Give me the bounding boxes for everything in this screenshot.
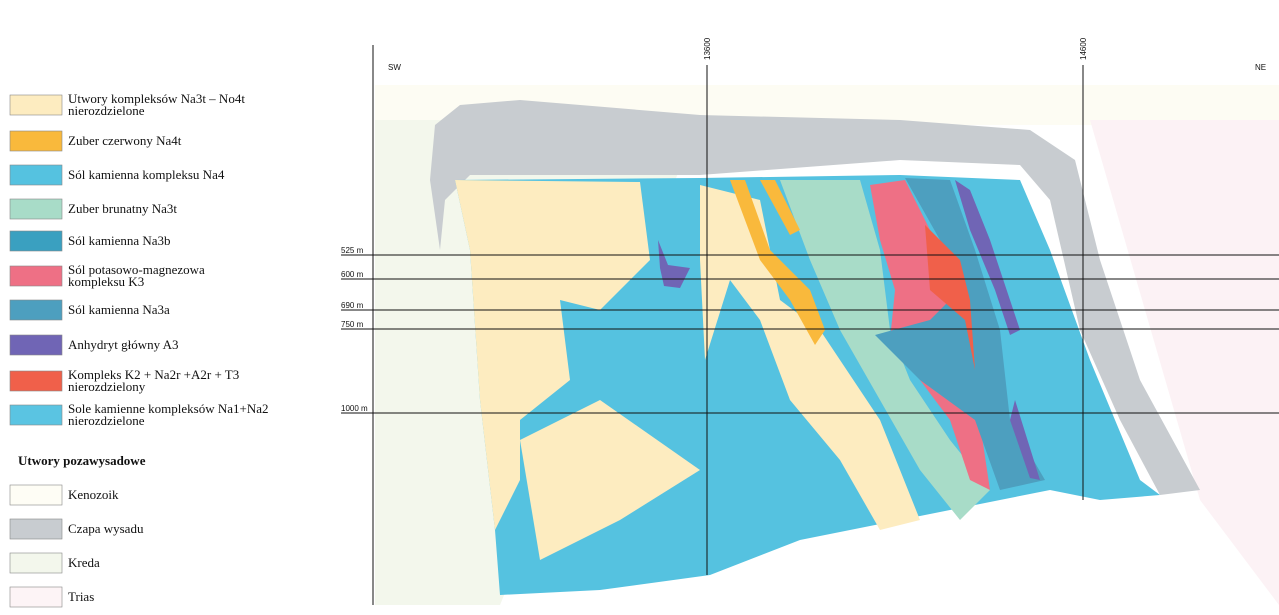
depth-label: 750 m: [341, 320, 364, 329]
legend-label: nierozdzielony: [68, 379, 146, 394]
legend-swatch: [9, 586, 63, 608]
frame: [372, 45, 1084, 605]
legend-swatch: [9, 334, 63, 356]
coordinate-label: 14600: [1079, 37, 1088, 60]
depth-label: 1000 m: [341, 404, 368, 413]
legend-label: Sole kamienne kompleksów Na1+Na2: [68, 401, 268, 416]
legend-subheader: Utwory pozawysadowe: [18, 453, 146, 468]
legend-swatch: [9, 94, 63, 116]
legend-label: Utwory kompleksów Na3t – No4t: [68, 91, 245, 106]
legend-swatch: [9, 484, 63, 506]
legend-label: Sól kamienna Na3a: [68, 302, 170, 317]
legend-label: Sól kamienna kompleksu Na4: [68, 167, 225, 182]
legend-swatch: [9, 552, 63, 574]
coordinate-label: 13600: [703, 37, 712, 60]
legend-swatch: [9, 230, 63, 252]
legend-label: Anhydryt główny A3: [68, 337, 179, 352]
legend-label: Sól kamienna Na3b: [68, 233, 171, 248]
orange-layer: [730, 180, 825, 345]
legend-label: Kompleks K2 + Na2r +A2r + T3: [68, 367, 239, 382]
side-label: NE: [1255, 63, 1266, 72]
legend-label: nierozdzielone: [68, 413, 145, 428]
legend-label: Kenozoik: [68, 487, 119, 502]
legend-label: Sól potasowo-magnezowa: [68, 262, 205, 277]
geology: [375, 85, 1279, 605]
red-layer: [925, 225, 975, 370]
mint-layer: [780, 180, 990, 520]
legend-label: Zuber brunatny Na3t: [68, 201, 177, 216]
legend-swatch: [9, 164, 63, 186]
depth-label: 600 m: [341, 270, 364, 279]
depth-label: 690 m: [341, 301, 364, 310]
legend-swatch: [9, 370, 63, 392]
side-label: SW: [388, 63, 401, 72]
legend-swatch: [9, 130, 63, 152]
cream-layer: [700, 185, 920, 530]
legend-label: kompleksu K3: [68, 274, 144, 289]
cap: [430, 100, 1200, 495]
purple-layer: [1010, 400, 1040, 480]
legend-swatch: [9, 198, 63, 220]
legend-swatch: [9, 518, 63, 540]
legend-label: Kreda: [68, 555, 100, 570]
cream-layer: [520, 400, 700, 560]
legend-swatch: [9, 299, 63, 321]
steel-layer: [875, 178, 1045, 490]
trias-area: [1090, 120, 1279, 605]
legend-label: Czapa wysadu: [68, 521, 144, 536]
legend-swatch: [9, 265, 63, 287]
purple-layer: [955, 180, 1020, 335]
orange-layer: [760, 180, 800, 235]
depth-label: 525 m: [341, 246, 364, 255]
legend-label: Zuber czerwony Na4t: [68, 133, 182, 148]
legend-label: Trias: [68, 589, 94, 604]
legend-label: nierozdzielone: [68, 103, 145, 118]
legend-swatch: [9, 404, 63, 426]
purple-layer: [658, 240, 690, 288]
cream-layer: [455, 180, 650, 530]
